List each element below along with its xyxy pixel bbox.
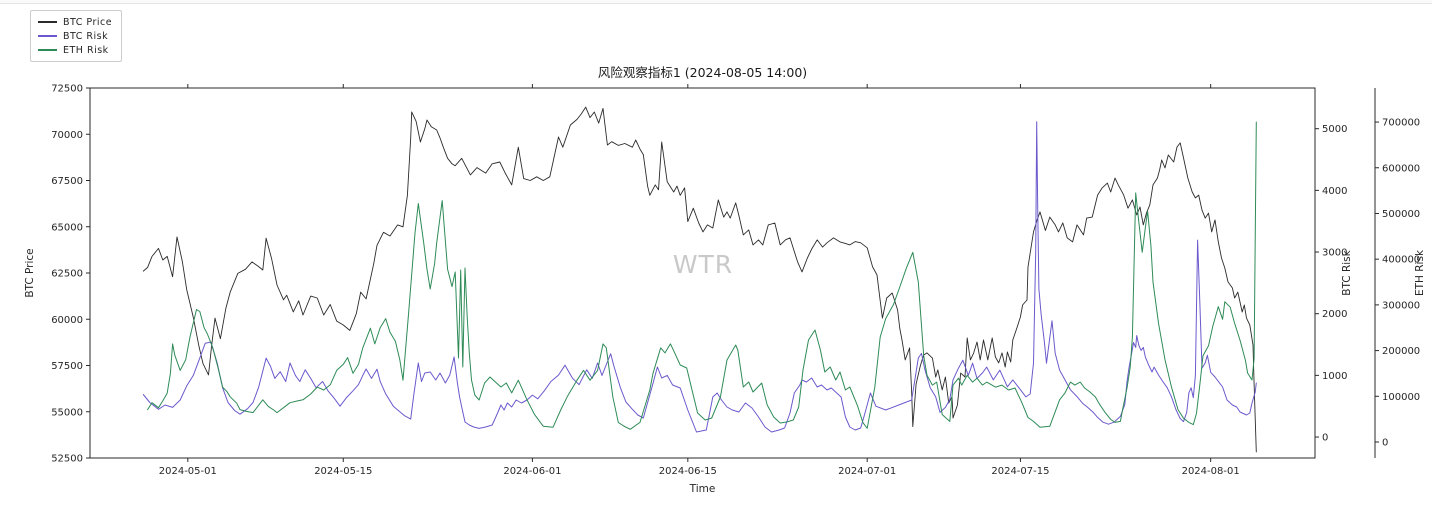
y-tick-label-btc-price: 70000 [51, 130, 83, 141]
legend-label: BTC Risk [63, 30, 109, 42]
chart-title: 风险观察指标1 (2024-08-05 14:00) [597, 65, 808, 80]
window-top-edge [0, 0, 1432, 4]
plot-box-spines [89, 87, 1316, 459]
watermark: WTR [672, 250, 734, 279]
series-line-btc-price [142, 106, 1257, 453]
x-tick-label: 2024-05-01 [159, 466, 217, 477]
x-tick-label: 2024-08-01 [1182, 466, 1240, 477]
y-tick-label-btc-price: 62500 [51, 269, 83, 280]
x-tick-label: 2024-07-15 [991, 466, 1049, 477]
y-tick-label-btc-risk: 0 [1322, 433, 1328, 444]
legend-label: BTC Price [63, 16, 113, 28]
x-tick-label: 2024-06-15 [659, 466, 717, 477]
y-tick-label-eth-risk: 600000 [1382, 163, 1420, 174]
y-tick-label-btc-price: 60000 [51, 315, 83, 326]
y-tick-label-btc-price: 57500 [51, 361, 83, 372]
y-tick-label-btc-risk: 5000 [1322, 124, 1347, 135]
y-tick-label-eth-risk: 400000 [1382, 255, 1420, 266]
y-tick-label-eth-risk: 200000 [1382, 346, 1420, 357]
y-tick-label-eth-risk: 0 [1382, 438, 1388, 449]
y-tick-label-eth-risk: 100000 [1382, 392, 1420, 403]
y-tick-label-btc-price: 72500 [51, 84, 83, 95]
series-line-eth-risk [147, 121, 1257, 430]
legend-item-btc-price: BTC Price [38, 15, 112, 29]
series-line-btc-risk [142, 121, 1257, 433]
x-tick-label: 2024-06-01 [503, 466, 561, 477]
y-tick-label-btc-price: 65000 [51, 222, 83, 233]
y-tick-label-eth-risk: 500000 [1382, 209, 1420, 220]
legend: BTC Price BTC Risk ETH Risk [30, 10, 123, 62]
x-axis-title: Time [689, 483, 716, 495]
legend-line-swatch-btc-price [38, 21, 57, 23]
x-tick-label: 2024-07-01 [838, 466, 896, 477]
legend-item-eth-risk: ETH Risk [38, 43, 112, 57]
y-tick-label-btc-risk: 4000 [1322, 186, 1347, 197]
legend-item-btc-risk: BTC Risk [38, 29, 112, 43]
y-tick-label-btc-risk: 3000 [1322, 248, 1347, 259]
y-tick-label-btc-risk: 2000 [1322, 309, 1347, 320]
legend-line-swatch-eth-risk [38, 49, 57, 51]
y-tick-label-btc-risk: 1000 [1322, 371, 1347, 382]
y-tick-label-eth-risk: 300000 [1382, 300, 1420, 311]
legend-label: ETH Risk [63, 44, 109, 56]
y-tick-label-btc-price: 52500 [51, 454, 83, 465]
y-tick-label-eth-risk: 700000 [1382, 118, 1420, 129]
y-tick-label-btc-price: 55000 [51, 407, 83, 418]
legend-line-swatch-btc-risk [38, 35, 57, 37]
y-tick-label-btc-price: 67500 [51, 176, 83, 187]
x-tick-label: 2024-05-15 [314, 466, 372, 477]
